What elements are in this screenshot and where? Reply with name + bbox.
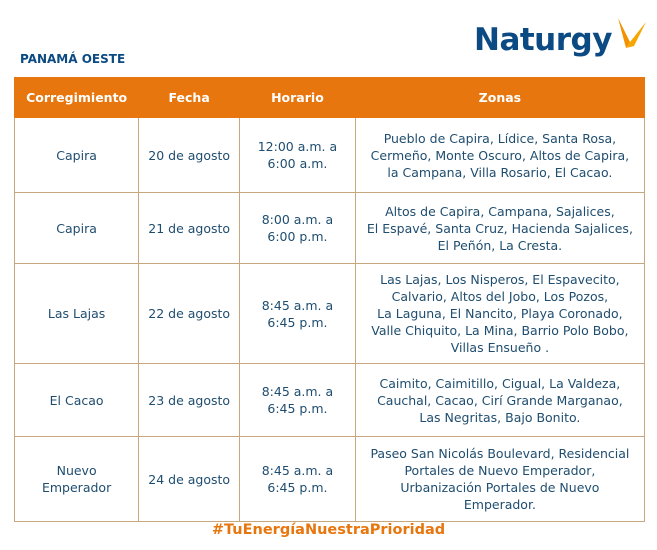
column-header: Fecha xyxy=(138,77,241,118)
cell-line: 6:00 p.m. xyxy=(267,229,328,244)
cell-line: La Laguna, El Nancito, Playa Coronado, xyxy=(377,306,623,321)
cell-horario: 8:45 a.m. a 6:45 p.m. xyxy=(239,263,356,364)
cell-line: Valle Chiquito, La Mina, Barrio Polo Bob… xyxy=(371,323,629,338)
cell-fecha: 20 de agosto xyxy=(138,117,241,193)
table-row: Capira 21 de agosto 8:00 a.m. a 6:00 p.m. Al… xyxy=(13,192,646,264)
cell-horario: 8:45 a.m. a 6:45 p.m. xyxy=(239,363,356,437)
cell-zonas: Las Lajas, Los Nisperos, El Espavecito, C… xyxy=(354,263,646,364)
cell-line: Las Lajas, Los Nisperos, El Espavecito, xyxy=(380,272,620,287)
column-header: Corregimiento xyxy=(13,77,140,118)
cell-line: El Espavé, Santa Cruz, Hacienda Sajalice… xyxy=(366,220,633,236)
cell-line: Caimito, Caimitillo, Cigual, La Valdeza, xyxy=(379,375,621,391)
cell-zonas: Pueblo de Capira, Lídice, Santa Rosa, Cer… xyxy=(354,117,646,193)
cell-line: la Campana, Villa Rosario, El Cacao. xyxy=(387,164,613,180)
cell-line: 8:00 a.m. a xyxy=(261,212,334,227)
cell-line: Emperador. xyxy=(463,497,536,512)
cell-horario: 12:00 a.m. a 6:00 a.m. xyxy=(239,117,356,193)
naturgy-logo: Naturgy xyxy=(474,18,646,58)
cell-line: 6:45 p.m. xyxy=(267,314,328,330)
cell-line: El Cacao xyxy=(49,392,104,408)
table-row: Nuevo Emperador 24 de agosto 8:45 a.m. a 6:4… xyxy=(13,436,646,522)
cell-line: 12:00 a.m. a xyxy=(257,139,338,154)
region-title: PANAMÁ OESTE xyxy=(20,52,126,66)
cell-line: Calvario, Altos del Jobo, Los Pozos, xyxy=(391,289,609,304)
table-row: Capira 20 de agosto 12:00 a.m. a 6:00 a.m. P… xyxy=(13,117,646,193)
cell-corregimiento: Capira xyxy=(13,192,140,264)
cell-line: Portales de Nuevo Emperador, xyxy=(404,463,596,478)
cell-fecha: 22 de agosto xyxy=(138,263,241,364)
column-header: Zonas xyxy=(354,77,646,118)
cell-line: 8:45 a.m. a xyxy=(261,297,334,313)
cell-line: Altos de Capira, Campana, Sajalices, xyxy=(385,203,615,219)
cell-line: Cauchal, Cacao, Cirí Grande Marganao, xyxy=(377,392,623,408)
cell-corregimiento: El Cacao xyxy=(13,363,140,437)
table-row: El Cacao 23 de agosto 8:45 a.m. a 6:45 p.m.… xyxy=(13,363,646,437)
cell-horario: 8:00 a.m. a 6:00 p.m. xyxy=(239,192,356,264)
hashtag: #TuEnergíaNuestraPrioridad xyxy=(211,522,446,538)
column-header: Horario xyxy=(239,77,356,118)
cell-line: 8:45 a.m. a xyxy=(261,384,334,399)
logo-text: Naturgy xyxy=(474,22,612,58)
cell-line: 8:45 a.m. a xyxy=(261,463,334,478)
cell-line: El Peñón, La Cresta. xyxy=(437,237,563,253)
cell-zonas: Altos de Capira, Campana, Sajalices, El E… xyxy=(354,192,646,264)
cell-corregimiento: Las Lajas xyxy=(13,263,140,364)
cell-corregimiento: Capira xyxy=(13,117,140,193)
cell-line: Villas Ensueño . xyxy=(450,340,550,355)
schedule-table: Corregimiento Fecha Horario Zonas Capira 20 … xyxy=(13,77,646,522)
butterfly-icon xyxy=(618,18,646,48)
cell-zonas: Paseo San Nicolás Boulevard, Residencial… xyxy=(354,436,646,522)
cell-line: Pueblo de Capira, Lídice, Santa Rosa, xyxy=(383,130,617,146)
table-row: Las Lajas 22 de agosto 8:45 a.m. a 6:45 p.m… xyxy=(13,263,646,364)
cell-line: Paseo San Nicolás Boulevard, Residencial xyxy=(370,446,630,461)
cell-line: Nuevo xyxy=(56,463,97,478)
cell-line: 6:00 a.m. xyxy=(267,156,328,171)
cell-line: 6:45 p.m. xyxy=(267,401,328,416)
cell-fecha: 24 de agosto xyxy=(138,436,241,522)
cell-line: Urbanización Portales de Nuevo xyxy=(400,480,600,495)
cell-line: Capira xyxy=(56,147,97,163)
cell-line: 6:45 p.m. xyxy=(267,480,328,495)
cell-line: Emperador xyxy=(41,480,112,495)
cell-zonas: Caimito, Caimitillo, Cigual, La Valdeza,… xyxy=(354,363,646,437)
cell-fecha: 23 de agosto xyxy=(138,363,241,437)
cell-fecha: 21 de agosto xyxy=(138,192,241,264)
cell-horario: 8:45 a.m. a 6:45 p.m. xyxy=(239,436,356,522)
cell-line: Las Lajas xyxy=(47,306,106,321)
cell-line: Capira xyxy=(56,220,97,236)
cell-line: Las Negritas, Bajo Bonito. xyxy=(419,409,581,425)
cell-corregimiento: Nuevo Emperador xyxy=(13,436,140,522)
cell-line: Cermeño, Monte Oscuro, Altos de Capira, xyxy=(370,147,630,163)
